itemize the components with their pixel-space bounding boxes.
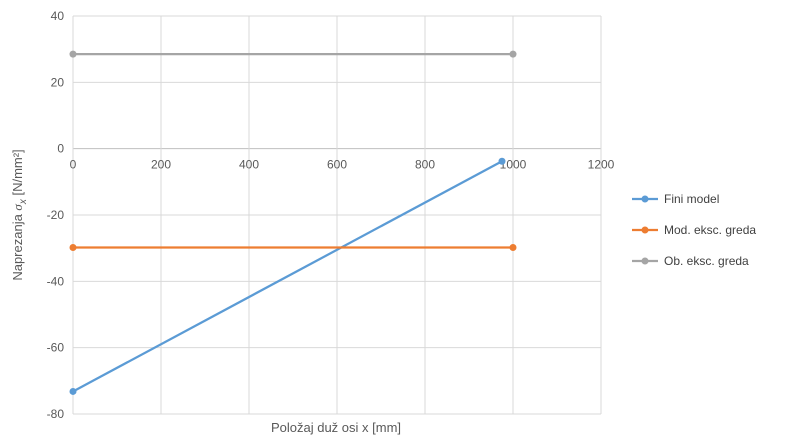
y-tick-label: 40 [51, 9, 65, 23]
y-axis-title-subscript: x [18, 198, 29, 205]
y-tick-label: -20 [47, 208, 65, 222]
x-tick-label: 200 [151, 158, 171, 172]
y-tick-label: 0 [57, 142, 64, 156]
data-point [509, 50, 517, 58]
legend-label: Fini model [664, 192, 719, 206]
data-point [69, 50, 77, 58]
legend-marker [641, 195, 649, 203]
y-tick-label: -60 [47, 341, 65, 355]
data-point [69, 387, 77, 395]
x-axis-title: Položaj duž osi x [mm] [271, 420, 401, 435]
legend-marker [641, 226, 649, 234]
y-axis-ticks: -80 -60 -40 -20 0 20 40 [47, 9, 65, 421]
data-point [509, 244, 517, 252]
data-point [498, 157, 506, 165]
legend: Fini model Mod. eksc. greda Ob. eksc. gred… [632, 192, 756, 268]
y-axis-title: Naprezanja σx [N/mm²] [10, 149, 29, 280]
y-tick-label: -80 [47, 407, 65, 421]
data-point [69, 244, 77, 252]
x-tick-label: 0 [70, 158, 77, 172]
grid [72, 15, 602, 415]
series-group [69, 50, 517, 395]
legend-label: Ob. eksc. greda [664, 254, 749, 268]
x-tick-label: 400 [239, 158, 259, 172]
x-tick-label: 1200 [588, 158, 615, 172]
x-tick-label: 800 [415, 158, 435, 172]
legend-marker [641, 257, 649, 265]
y-axis-title-prefix: Naprezanja [10, 211, 25, 281]
y-tick-label: -40 [47, 274, 65, 288]
x-tick-label: 600 [327, 158, 347, 172]
y-axis-title-suffix: [N/mm²] [10, 149, 25, 199]
series-line [72, 160, 503, 393]
y-tick-label: 20 [51, 75, 65, 89]
x-tick-label: 1000 [500, 158, 527, 172]
y-axis-title-symbol: σ [10, 204, 25, 211]
legend-label: Mod. eksc. greda [664, 223, 756, 237]
x-axis-ticks: 0 200 400 600 800 1000 1200 [70, 158, 615, 172]
